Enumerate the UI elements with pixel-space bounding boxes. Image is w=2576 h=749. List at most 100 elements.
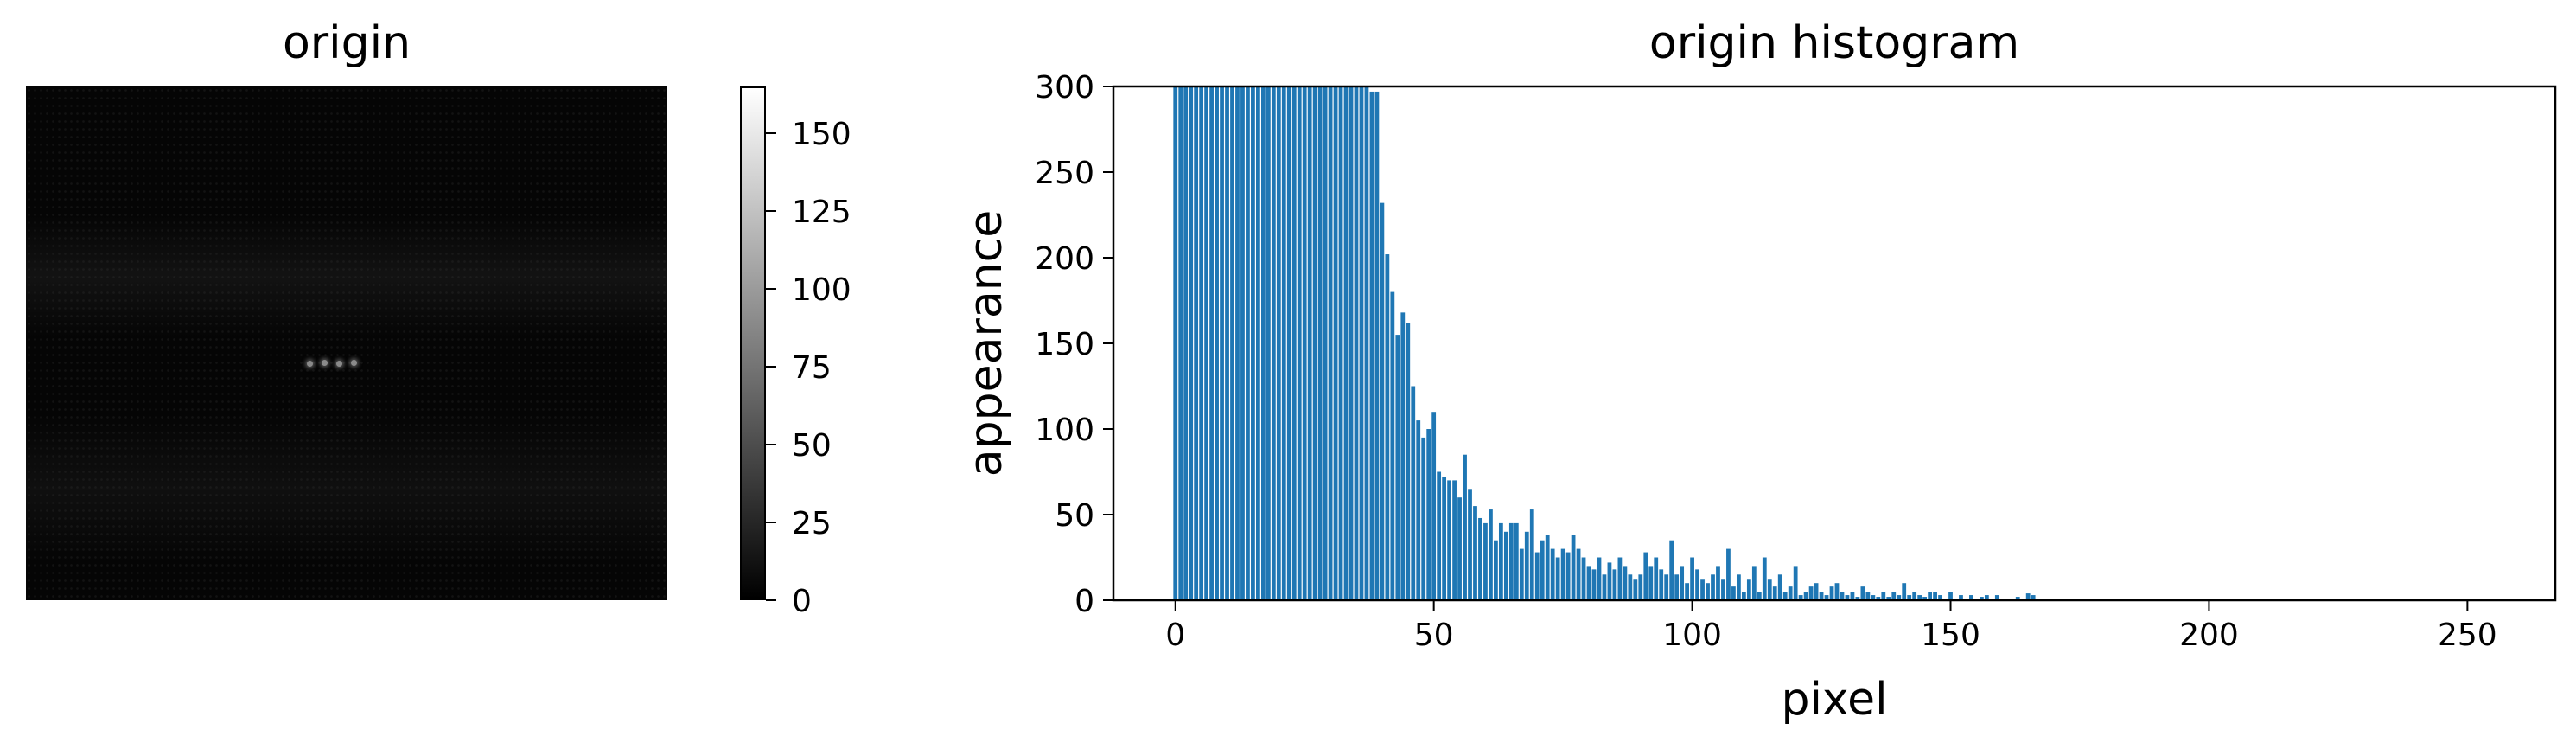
histogram-bar — [1581, 557, 1586, 600]
histogram-bar — [1240, 86, 1245, 600]
histogram-bar — [1777, 574, 1782, 600]
histogram-bar — [1751, 566, 1757, 600]
histogram-bar — [1711, 574, 1715, 600]
histogram-bar — [1808, 586, 1814, 600]
histogram-bar — [1328, 86, 1333, 600]
histogram-bar — [1343, 86, 1349, 600]
histogram-bar — [1746, 579, 1751, 600]
x-tick-label: 0 — [1165, 618, 1185, 653]
histogram-bar — [1772, 586, 1777, 600]
histogram-bar — [1364, 86, 1369, 600]
histogram-bar — [1741, 592, 1746, 600]
histogram-bar — [1902, 583, 1907, 600]
histogram-bar — [1685, 583, 1690, 600]
histogram-bar — [1323, 86, 1328, 600]
histogram-bar — [1260, 86, 1266, 600]
histogram-bar — [1442, 477, 1447, 600]
histogram-bar — [1664, 574, 1669, 600]
histogram-bar — [1881, 592, 1886, 600]
histogram-bar — [1695, 569, 1699, 600]
histogram-bar — [1519, 548, 1524, 600]
histogram-bar — [1431, 412, 1437, 600]
y-axis-label: appearance — [960, 210, 1012, 477]
histogram-bar — [1508, 522, 1514, 600]
histogram-bar — [2025, 593, 2031, 600]
histogram-bar — [1829, 586, 1834, 600]
histogram-bar — [1591, 569, 1597, 600]
histogram-bar — [1845, 595, 1850, 600]
colorbar-tick-label: 50 — [792, 428, 832, 464]
histogram-bar — [1767, 579, 1772, 600]
histogram-bar — [1623, 566, 1628, 600]
chart-title: origin histogram — [1648, 17, 2020, 69]
colorbar-tick-label: 150 — [792, 117, 851, 152]
histogram-bar — [1782, 592, 1788, 600]
histogram-bar — [1276, 86, 1281, 600]
histogram-bar — [1917, 595, 1922, 600]
y-tick-label: 50 — [1055, 498, 1094, 534]
histogram-bar — [1571, 535, 1576, 600]
histogram-bar — [1468, 489, 1472, 600]
histogram-bar — [1886, 597, 1891, 600]
histogram-bar — [1731, 586, 1736, 600]
histogram-bar — [1333, 86, 1338, 600]
histogram-bar — [1855, 597, 1860, 600]
histogram-bar — [1400, 312, 1406, 600]
histogram-bar — [1762, 557, 1767, 600]
histogram-bar — [1798, 595, 1803, 600]
histogram-bar — [1700, 579, 1705, 600]
bright-spot — [307, 361, 313, 367]
image-noise — [26, 86, 667, 600]
histogram-bar — [1426, 429, 1431, 600]
histogram-bar — [1380, 202, 1385, 600]
histogram-bar — [1850, 592, 1855, 600]
histogram-bar — [1860, 586, 1865, 600]
histogram-bar — [1907, 595, 1912, 600]
histogram-bar — [1565, 552, 1571, 600]
histogram-bar — [1199, 86, 1204, 600]
histogram-bar — [1793, 566, 1798, 600]
histogram-bar — [1576, 548, 1581, 600]
y-tick-label: 0 — [1074, 584, 1094, 619]
histogram-bar — [1194, 86, 1199, 600]
histogram-bar — [1550, 548, 1555, 600]
bright-spot — [322, 360, 328, 366]
histogram-bar — [1737, 574, 1741, 600]
histogram-bar — [1220, 86, 1224, 600]
histogram-bar — [1395, 335, 1400, 600]
histogram-bar — [1338, 86, 1343, 600]
histogram-bar — [1390, 291, 1395, 600]
y-tick-label: 300 — [1035, 70, 1094, 106]
histogram-bar — [1514, 522, 1519, 600]
histogram-bar — [1473, 506, 1477, 600]
histogram-bar — [1178, 86, 1183, 600]
histogram-bar — [1251, 86, 1255, 600]
histogram-bar — [1628, 574, 1633, 600]
histogram-bar — [1555, 557, 1560, 600]
histogram-bar — [1349, 86, 1354, 600]
histogram-bar — [1483, 522, 1488, 600]
histogram-bar — [1478, 517, 1482, 600]
bright-spot — [336, 361, 342, 367]
colorbar-tick-label: 125 — [792, 195, 851, 230]
histogram-bar — [1235, 86, 1240, 600]
colorbar-tick-label: 75 — [792, 350, 832, 386]
histogram-bar — [1674, 574, 1680, 600]
histogram-bar — [1385, 254, 1390, 600]
histogram-bar — [1524, 531, 1529, 600]
histogram-bar — [1291, 86, 1297, 600]
histogram-bar — [1716, 566, 1720, 600]
histogram-bar — [1680, 566, 1685, 600]
colorbar-tick-label: 25 — [792, 506, 832, 541]
colorbar-tick-label: 100 — [792, 272, 851, 308]
histogram-bar — [1871, 595, 1876, 600]
histogram-bar — [1726, 548, 1731, 600]
histogram-bar — [1498, 522, 1503, 600]
histogram-bar — [1503, 531, 1508, 600]
histogram-bar — [1912, 592, 1917, 600]
histogram-bar — [1307, 86, 1312, 600]
histogram-bar — [1189, 86, 1194, 600]
histogram-bar — [1354, 86, 1359, 600]
histogram-bar — [1374, 91, 1380, 600]
histogram-bar — [1933, 592, 1937, 600]
